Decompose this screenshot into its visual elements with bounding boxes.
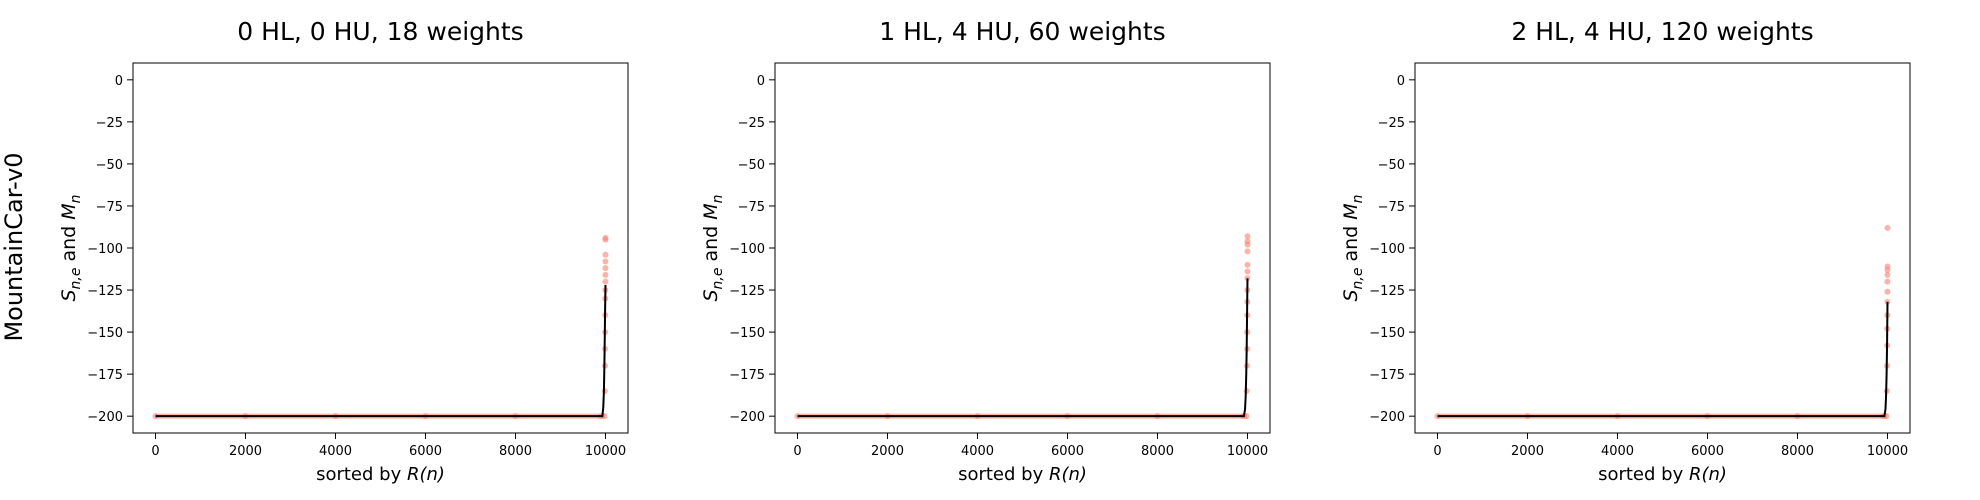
mean-line: [797, 278, 1249, 418]
y-tick-label: −75: [96, 200, 123, 215]
y-tick-label: −50: [96, 158, 123, 173]
row-label: MountainCar-v0: [0, 152, 28, 341]
plot-area-frame: [132, 62, 629, 434]
y-tick-label: 0: [115, 74, 123, 89]
x-tick-label: 2000: [871, 444, 904, 459]
x-axis-label: sorted by R(n): [1598, 464, 1727, 485]
x-axis-label: sorted by R(n): [316, 464, 445, 485]
sample-point: [1884, 263, 1891, 270]
sample-point: [1244, 233, 1251, 240]
x-tick-label: 0: [793, 444, 801, 459]
sample-point: [1884, 288, 1891, 295]
chart-panel-3: 2 HL, 4 HU, 120 weights 0 −25 −50 −75 −100 −12…: [1340, 17, 1911, 485]
sample-point: [602, 251, 609, 258]
x-tick-label: 10000: [1867, 444, 1908, 459]
x-axis-label: sorted by R(n): [958, 464, 1087, 485]
sample-point: [1244, 248, 1251, 255]
y-tick-label: −150: [1369, 326, 1405, 341]
chart-title: 1 HL, 4 HU, 60 weights: [879, 17, 1165, 46]
x-tick-label: 6000: [409, 444, 442, 459]
y-tick-label: −175: [87, 368, 123, 383]
sample-point: [1244, 261, 1251, 268]
x-tick-label: 10000: [585, 444, 626, 459]
x-tick-label: 2000: [1511, 444, 1544, 459]
sample-point: [602, 271, 609, 278]
y-tick-label: −125: [1369, 284, 1405, 299]
y-tick-label: −100: [87, 242, 123, 257]
x-tick-label: 4000: [319, 444, 352, 459]
x-tick-label: 8000: [1141, 444, 1174, 459]
x-tick-label: 6000: [1691, 444, 1724, 459]
sample-point: [602, 265, 609, 272]
y-tick-label: −75: [1378, 200, 1405, 215]
chart-title: 0 HL, 0 HU, 18 weights: [237, 17, 523, 46]
chart-panel-2: 1 HL, 4 HU, 60 weights 0 −25 −50 −75 −100 −125…: [700, 17, 1271, 485]
y-tick-label: −150: [729, 326, 765, 341]
y-tick-label: −25: [1378, 116, 1405, 131]
y-tick-label: −50: [1378, 158, 1405, 173]
y-tick-label: −125: [87, 284, 123, 299]
x-tick-label: 8000: [499, 444, 532, 459]
y-tick-label: 0: [1397, 74, 1405, 89]
y-axis-label: Sn,e and Mn: [700, 194, 726, 301]
x-tick-label: 10000: [1227, 444, 1268, 459]
mean-line: [1437, 301, 1889, 418]
sample-point: [602, 234, 609, 241]
x-tick-label: 2000: [229, 444, 262, 459]
x-tick-label: 0: [1433, 444, 1441, 459]
chart-panel-1: 0 HL, 0 HU, 18 weights 0 −25 −50 −75 −100 −125…: [58, 17, 629, 485]
sample-point: [1244, 268, 1251, 275]
y-tick-label: −50: [738, 158, 765, 173]
y-tick-label: −25: [96, 116, 123, 131]
y-tick-label: −100: [1369, 242, 1405, 257]
plot-area-frame: [774, 62, 1271, 434]
x-tick-label: 8000: [1781, 444, 1814, 459]
sample-point: [1884, 271, 1891, 278]
sample-point: [1884, 224, 1891, 231]
x-tick-label: 6000: [1051, 444, 1084, 459]
sample-point: [602, 258, 609, 265]
x-tick-label: 0: [151, 444, 159, 459]
panels: 0 HL, 0 HU, 18 weights 0 −25 −50 −75 −100 −125…: [58, 17, 1911, 485]
y-tick-label: −125: [729, 284, 765, 299]
y-tick-label: 0: [757, 74, 765, 89]
y-axis-label: Sn,e and Mn: [1340, 194, 1366, 301]
x-tick-label: 4000: [961, 444, 994, 459]
y-tick-label: −200: [729, 410, 765, 425]
sample-point: [1244, 238, 1251, 245]
y-tick-label: −25: [738, 116, 765, 131]
y-tick-label: −175: [1369, 368, 1405, 383]
y-tick-label: −200: [87, 410, 123, 425]
chart-title: 2 HL, 4 HU, 120 weights: [1511, 17, 1813, 46]
y-tick-label: −75: [738, 200, 765, 215]
y-tick-label: −150: [87, 326, 123, 341]
sample-point: [1884, 298, 1891, 305]
mean-line: [155, 284, 607, 418]
x-tick-label: 4000: [1601, 444, 1634, 459]
y-tick-label: −175: [729, 368, 765, 383]
y-tick-label: −200: [1369, 410, 1405, 425]
sample-point: [602, 278, 609, 285]
y-axis-label: Sn,e and Mn: [58, 194, 84, 301]
plot-area-frame: [1414, 62, 1911, 434]
y-tick-label: −100: [729, 242, 765, 257]
sample-point: [1884, 278, 1891, 285]
